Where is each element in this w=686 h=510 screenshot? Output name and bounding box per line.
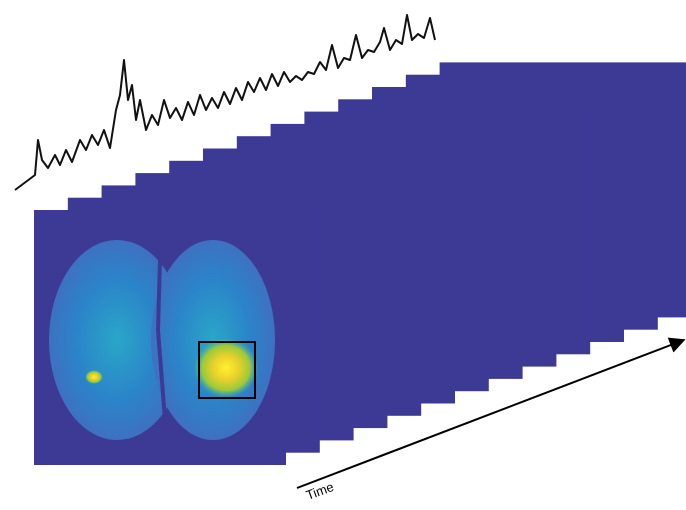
activity-spot <box>85 370 103 384</box>
activity-hotspot <box>194 338 258 398</box>
front-frame <box>34 210 286 465</box>
right-hemisphere <box>151 240 275 440</box>
figure: Time <box>0 0 686 510</box>
